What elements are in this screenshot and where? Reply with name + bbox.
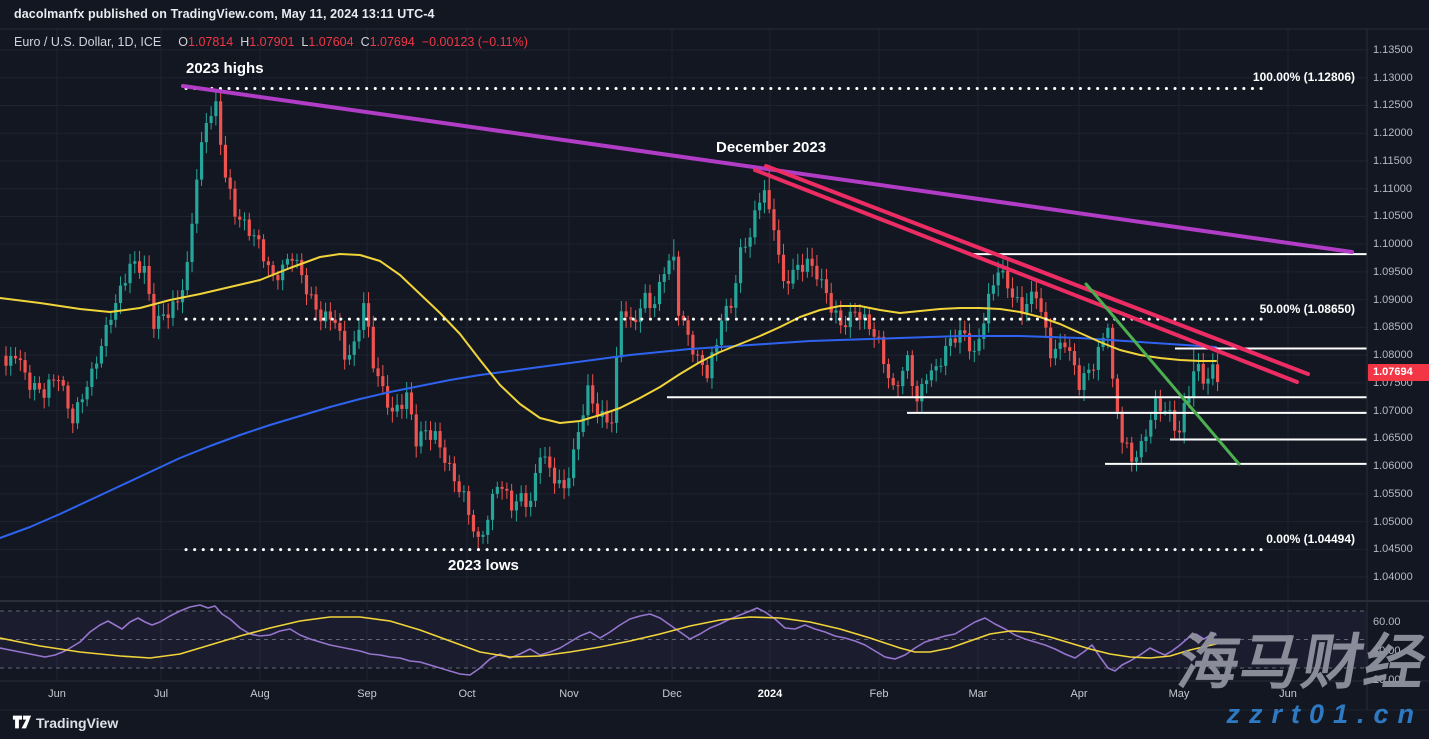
price-axis-label[interactable]: 1.13500 [1373, 44, 1413, 56]
symbol-legend[interactable]: Euro / U.S. Dollar, 1D, ICE O1.07814 H1.07… [14, 35, 528, 49]
ohlc-open-label: O [178, 35, 189, 49]
price-axis-label[interactable]: 1.06500 [1373, 432, 1413, 445]
price-axis-label[interactable]: 1.07000 [1373, 404, 1413, 417]
time-axis-label[interactable]: May [1168, 688, 1190, 700]
ohlc-low-value: 1.07604 [308, 35, 354, 49]
tradingview-logo-icon[interactable] [12, 712, 32, 732]
time-axis-label[interactable]: Aug [250, 688, 270, 700]
tradingview-wordmark[interactable]: TradingView [36, 715, 119, 731]
price-axis-label[interactable]: 1.06000 [1373, 460, 1413, 473]
ohlc-high-label: H [240, 35, 250, 49]
price-axis-label[interactable]: 1.04500 [1373, 543, 1413, 556]
rsi-axis-label[interactable]: 40.00 [1373, 645, 1401, 657]
price-axis-label[interactable]: 1.08000 [1373, 349, 1413, 362]
price-axis-label[interactable]: 1.04000 [1373, 571, 1413, 584]
time-axis-label[interactable]: Jun [48, 688, 66, 700]
time-axis-label[interactable]: Dec [662, 688, 682, 700]
watermark-url: zzrt01.cn [1226, 699, 1423, 729]
price-axis-label[interactable]: 1.10000 [1373, 238, 1413, 251]
time-axis-label[interactable]: Apr [1070, 688, 1088, 700]
price-axis-label[interactable]: 1.11500 [1373, 154, 1412, 167]
time-axis-label[interactable]: Oct [458, 688, 476, 700]
time-axis-label[interactable]: Mar [968, 688, 988, 700]
price-axis-label[interactable]: 1.05000 [1373, 515, 1413, 528]
chart-annotation: 2023 highs [186, 60, 264, 77]
fib-level-label: 50.00% (1.08650) [1259, 302, 1355, 316]
symbol-title[interactable]: Euro / U.S. Dollar, 1D, ICE [14, 35, 162, 49]
time-axis-label[interactable]: Feb [869, 688, 889, 700]
price-axis-label[interactable]: 1.05500 [1373, 487, 1413, 500]
time-axis-label[interactable]: 2024 [757, 688, 783, 700]
time-axis-label[interactable]: Sep [357, 688, 377, 700]
attribution-bar: dacolmanfx published on TradingView.com,… [14, 7, 435, 21]
ohlc-close-label: C [360, 35, 370, 49]
time-axis-label[interactable]: Jul [153, 688, 169, 700]
last-price-tag: 1.07694 [1368, 363, 1429, 381]
watermark-chinese: 海马财经 [1173, 629, 1429, 696]
price-axis-label[interactable]: 1.11000 [1373, 182, 1412, 195]
time-axis-label[interactable]: Nov [559, 688, 579, 700]
chart-annotation: 2023 lows [448, 557, 519, 574]
price-axis-label[interactable]: 1.12500 [1373, 99, 1413, 112]
price-axis-label[interactable]: 1.10500 [1373, 210, 1413, 223]
price-axis-label[interactable]: 1.09000 [1373, 293, 1413, 306]
fib-level-label: 100.00% (1.12806) [1252, 70, 1355, 84]
ohlc-high-value: 1.07901 [249, 35, 295, 49]
ohlc-open-value: 1.07814 [188, 35, 234, 49]
ohlc-low-label: L [301, 35, 309, 49]
fib-level-label: 0.00% (1.04494) [1266, 532, 1355, 546]
ohlc-close-value: 1.07694 [369, 35, 415, 49]
chart-annotation: December 2023 [716, 139, 827, 156]
price-axis-label[interactable]: 1.08500 [1373, 321, 1413, 334]
price-axis-label[interactable]: 1.13000 [1373, 71, 1413, 84]
price-axis-label[interactable]: 1.09500 [1373, 265, 1413, 278]
change-value: −0.00123 (−0.11%) [421, 35, 528, 49]
rsi-axis-label[interactable]: 20.00 [1373, 674, 1401, 686]
rsi-axis-label[interactable]: 60.00 [1373, 616, 1401, 628]
price-axis-label[interactable]: 1.12000 [1373, 127, 1413, 140]
time-axis-label[interactable]: Jun [1279, 688, 1297, 700]
